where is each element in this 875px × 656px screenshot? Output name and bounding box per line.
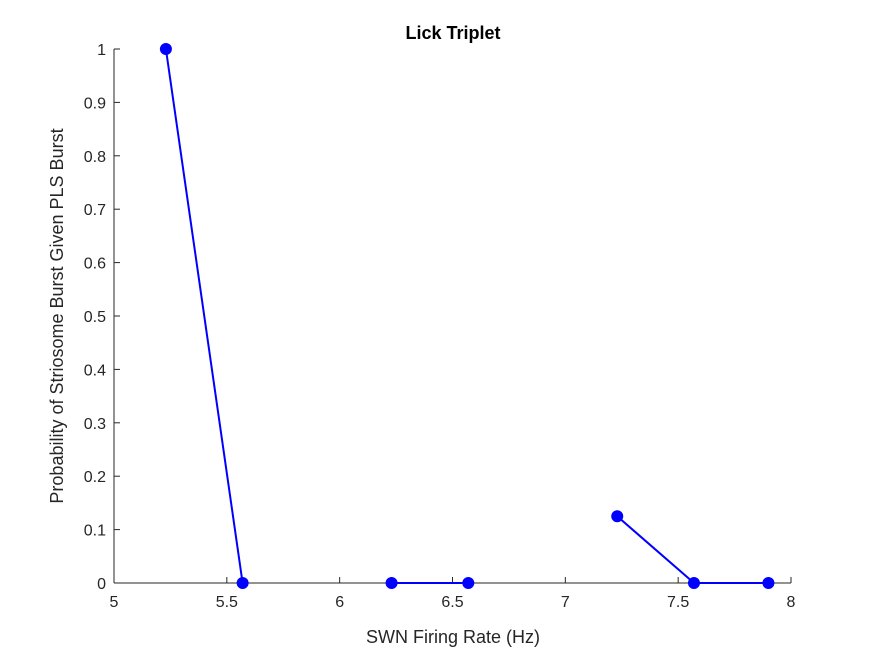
y-tick-label: 0.1 (84, 523, 106, 540)
y-tick-label: 0.3 (84, 416, 106, 433)
data-point (762, 577, 775, 589)
y-tick-label: 0.5 (84, 309, 106, 326)
y-tick-label: 0.9 (84, 95, 106, 112)
x-tick-label: 7 (561, 594, 570, 611)
series-line-segment (616, 515, 769, 584)
data-point (611, 510, 624, 523)
data-point (385, 577, 398, 589)
y-tick-label: 0.4 (84, 362, 106, 379)
x-tick-label: 7.5 (667, 594, 689, 611)
data-point (462, 577, 475, 589)
y-tick-label: 0.8 (84, 149, 106, 166)
x-tick-label: 5 (110, 594, 119, 611)
x-tick-label: 8 (787, 594, 796, 611)
y-axis-title: Probability of Striosome Burst Given PLS… (47, 128, 67, 503)
x-tick-label: 6.5 (441, 594, 463, 611)
chart-title: Lick Triplet (405, 23, 500, 43)
data-point (687, 577, 700, 589)
y-tick-label: 0.2 (84, 469, 106, 486)
y-tick-label: 1 (97, 42, 106, 59)
y-tick-label: 0 (97, 576, 106, 593)
data-point (236, 577, 249, 589)
x-tick-label: 5.5 (216, 594, 238, 611)
data-point (159, 43, 172, 55)
x-tick-label: 6 (335, 594, 344, 611)
series-line-segment (164, 48, 244, 584)
x-axis-title: SWN Firing Rate (Hz) (366, 627, 540, 647)
y-tick-label: 0.6 (84, 256, 106, 273)
y-tick-label: 0.7 (84, 202, 106, 219)
axes: 5 5.5 6 6.5 7 7.5 8 0 0.1 0.2 0.3 0.4 0.5 0.6 0.7 0.8 0.… (84, 42, 796, 611)
data-series (159, 43, 775, 589)
